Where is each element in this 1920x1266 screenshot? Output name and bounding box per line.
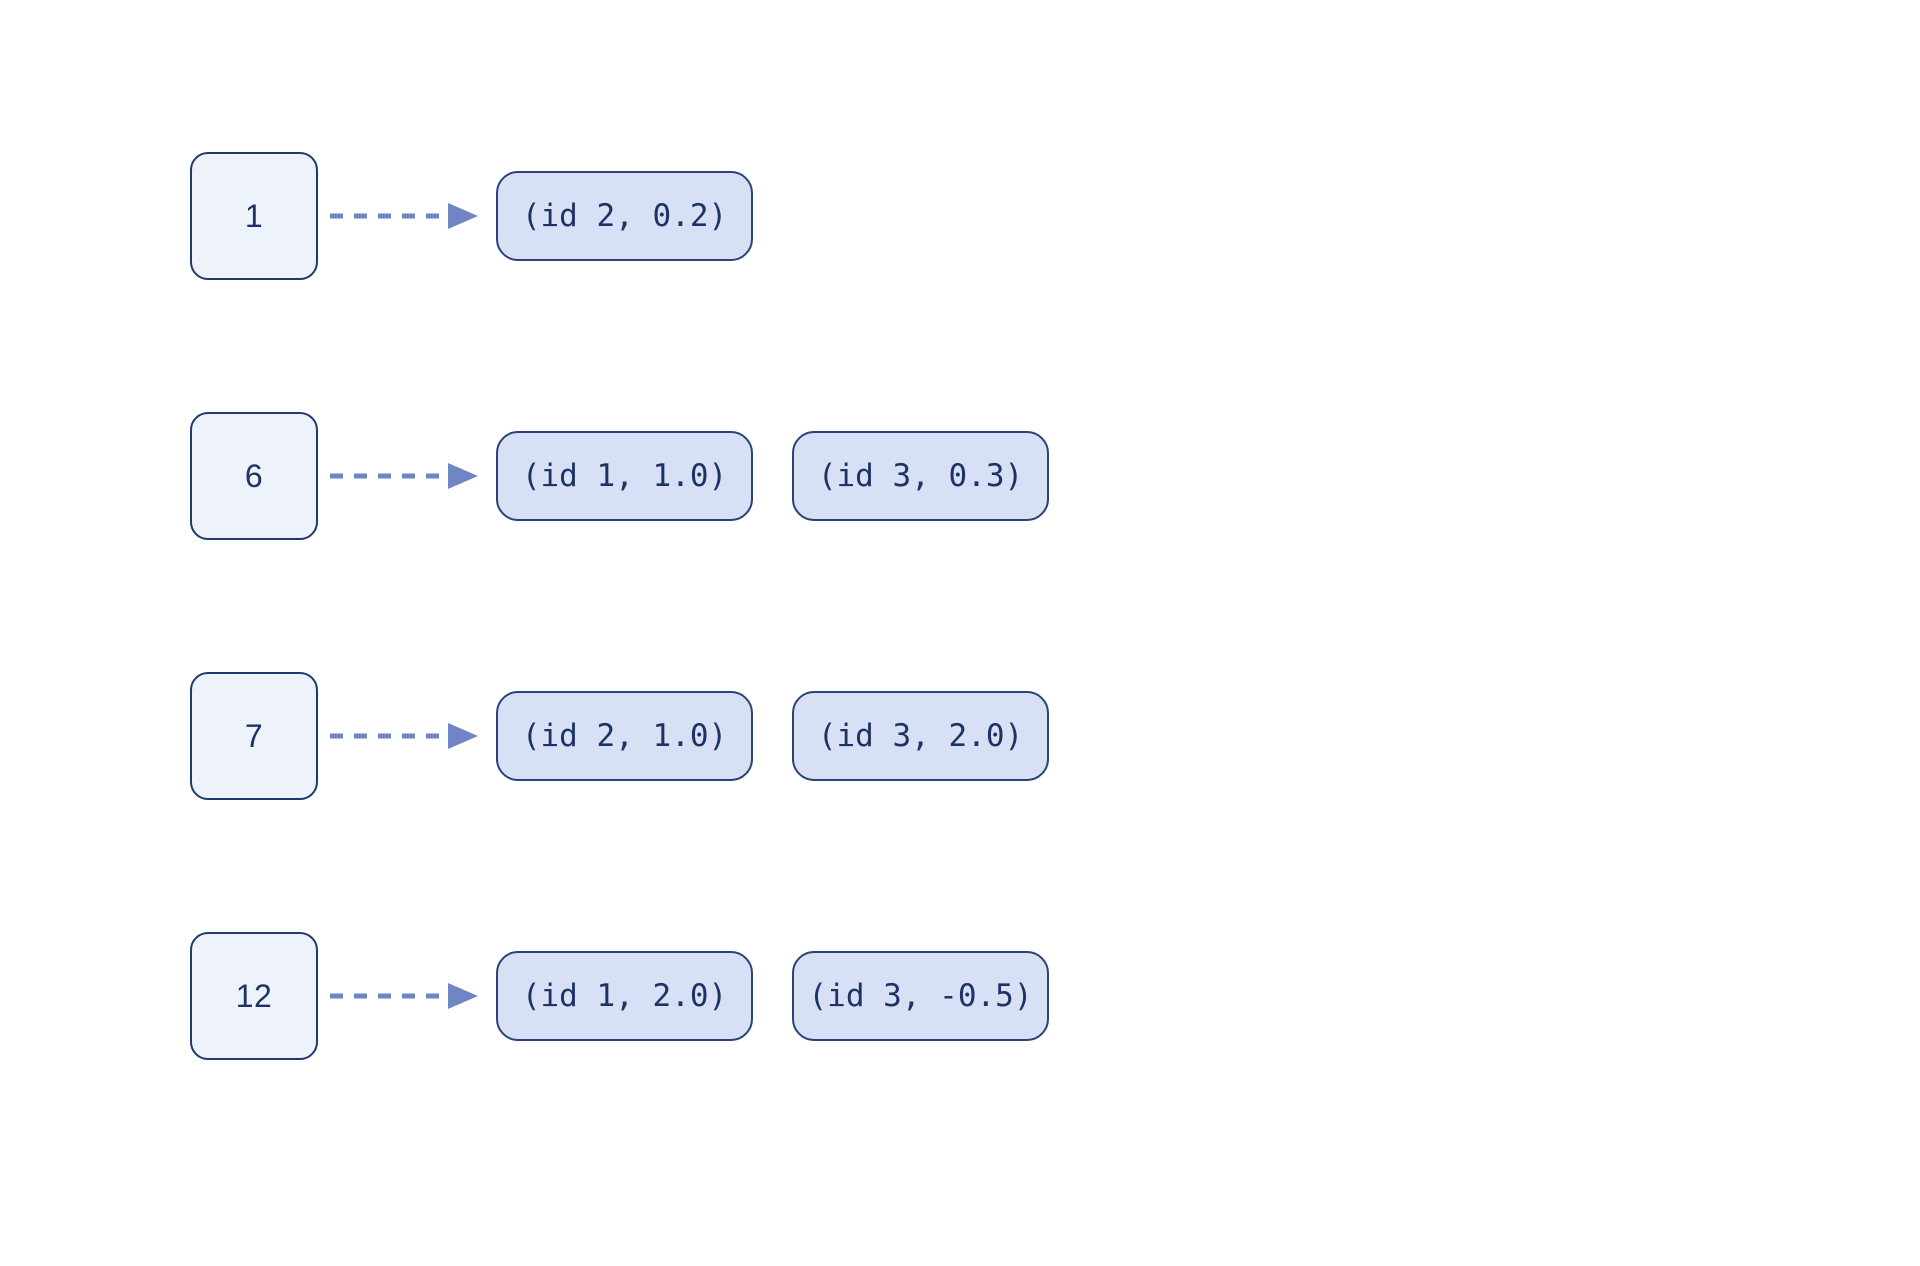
posting-label: (id 3, 0.3) [817, 458, 1024, 494]
posting-box: (id 1, 2.0) [496, 951, 753, 1041]
postings-list: (id 2, 0.2) [496, 171, 753, 261]
posting-label: (id 2, 0.2) [521, 198, 728, 234]
key-box: 12 [190, 932, 318, 1060]
key-label: 7 [244, 717, 264, 754]
dashed-arrow-right-icon [330, 203, 478, 229]
key-box: 1 [190, 152, 318, 280]
postings-list: (id 1, 2.0) (id 3, -0.5) [496, 951, 1049, 1041]
posting-box: (id 3, 0.3) [792, 431, 1049, 521]
posting-label: (id 3, -0.5) [808, 978, 1033, 1014]
key-label: 6 [244, 457, 264, 494]
diagram-row: 1 (id 2, 0.2) [190, 152, 753, 280]
posting-label: (id 1, 2.0) [521, 978, 728, 1014]
dashed-arrow-right-icon [330, 723, 478, 749]
key-box: 7 [190, 672, 318, 800]
posting-box: (id 3, -0.5) [792, 951, 1049, 1041]
posting-box: (id 2, 1.0) [496, 691, 753, 781]
key-box: 6 [190, 412, 318, 540]
posting-label: (id 2, 1.0) [521, 718, 728, 754]
key-label: 12 [235, 977, 273, 1014]
dashed-arrow-right-icon [330, 463, 478, 489]
posting-box: (id 2, 0.2) [496, 171, 753, 261]
diagram-row: 7 (id 2, 1.0) (id 3, 2.0) [190, 672, 1049, 800]
postings-list: (id 1, 1.0) (id 3, 0.3) [496, 431, 1049, 521]
posting-label: (id 3, 2.0) [817, 718, 1024, 754]
postings-list: (id 2, 1.0) (id 3, 2.0) [496, 691, 1049, 781]
diagram-row: 12 (id 1, 2.0) (id 3, -0.5) [190, 932, 1049, 1060]
diagram-row: 6 (id 1, 1.0) (id 3, 0.3) [190, 412, 1049, 540]
dashed-arrow-right-icon [330, 983, 478, 1009]
posting-box: (id 1, 1.0) [496, 431, 753, 521]
key-label: 1 [244, 197, 264, 234]
posting-box: (id 3, 2.0) [792, 691, 1049, 781]
posting-label: (id 1, 1.0) [521, 458, 728, 494]
